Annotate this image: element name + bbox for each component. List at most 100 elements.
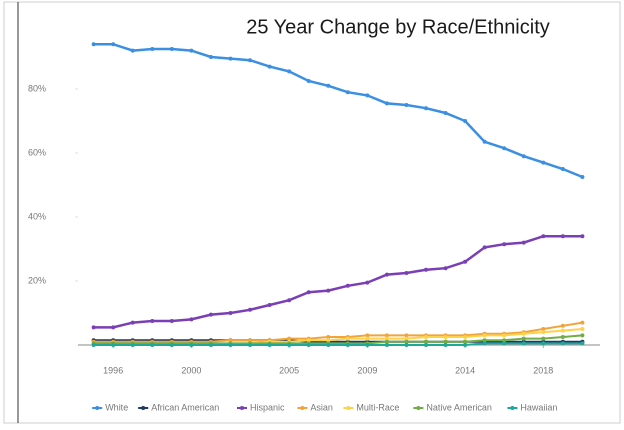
point — [365, 93, 370, 98]
series-line — [93, 339, 583, 343]
point — [345, 90, 350, 95]
point — [228, 338, 233, 343]
point — [541, 336, 546, 341]
point — [541, 160, 546, 165]
point — [521, 331, 526, 336]
point — [502, 146, 507, 151]
point — [463, 259, 468, 264]
point — [404, 103, 409, 107]
point — [443, 111, 448, 115]
frame — [3, 1, 621, 424]
legend-label: Asian — [310, 402, 333, 412]
point — [521, 336, 526, 341]
point — [384, 333, 389, 338]
point — [189, 343, 194, 347]
point — [267, 64, 272, 69]
series-line — [93, 321, 583, 343]
point — [482, 245, 487, 250]
point — [384, 336, 389, 341]
legend-marker — [416, 406, 421, 410]
point — [541, 341, 546, 346]
legend-marker — [141, 406, 146, 410]
point — [287, 343, 292, 347]
point — [502, 341, 507, 346]
y-tick-label: 60% — [28, 147, 46, 157]
point — [248, 58, 253, 63]
point — [228, 343, 233, 347]
point — [424, 106, 428, 111]
series-line — [93, 334, 583, 345]
point — [580, 327, 585, 331]
point — [248, 307, 253, 312]
x-tick-label: 1996 — [103, 365, 123, 375]
legend-marker — [300, 406, 305, 410]
point — [384, 272, 389, 277]
legend-label: Multi-Race — [356, 402, 399, 412]
point — [208, 343, 213, 347]
point — [482, 338, 487, 343]
point — [267, 343, 272, 347]
point — [580, 175, 585, 179]
point — [463, 343, 468, 347]
point — [521, 341, 526, 346]
y-tick-label: 20% — [28, 275, 46, 285]
series-line — [93, 42, 583, 179]
point — [560, 323, 565, 328]
point — [502, 333, 507, 338]
point — [130, 48, 135, 53]
legend-marker — [95, 406, 100, 410]
y-tick-label: 80% — [28, 83, 46, 93]
point — [384, 339, 389, 344]
point — [384, 343, 389, 347]
point — [306, 338, 311, 343]
legend-label: African American — [151, 402, 219, 412]
point — [424, 267, 428, 272]
point — [169, 343, 174, 347]
point — [443, 335, 448, 339]
point — [541, 234, 546, 239]
point — [404, 336, 409, 341]
point — [130, 343, 135, 347]
point — [228, 311, 233, 315]
point — [560, 328, 565, 333]
point — [502, 338, 507, 343]
point — [404, 339, 409, 344]
point — [169, 47, 174, 51]
point — [580, 234, 585, 239]
point — [91, 343, 96, 347]
point — [404, 333, 409, 338]
point — [365, 333, 370, 338]
point — [150, 47, 155, 51]
point — [91, 42, 96, 47]
x-tick-label: 2018 — [533, 365, 553, 375]
point — [521, 154, 526, 159]
point — [111, 343, 116, 347]
point — [111, 42, 116, 47]
point — [169, 319, 174, 323]
point — [482, 139, 487, 144]
point — [208, 312, 213, 317]
point — [248, 343, 253, 347]
point — [287, 69, 292, 74]
point — [580, 320, 585, 325]
point — [326, 335, 331, 339]
point — [287, 298, 292, 303]
point — [424, 339, 428, 344]
legend-marker — [510, 406, 515, 410]
point — [404, 271, 409, 275]
point — [404, 343, 409, 347]
point — [111, 325, 116, 330]
legend-marker — [346, 406, 351, 410]
legend-label: Hispanic — [250, 402, 285, 412]
point — [345, 343, 350, 347]
point — [560, 335, 565, 339]
point — [502, 242, 507, 247]
point — [91, 325, 96, 330]
point — [541, 330, 546, 335]
point — [541, 327, 546, 331]
point — [228, 56, 233, 61]
point — [580, 341, 585, 346]
point — [345, 283, 350, 288]
point — [424, 343, 428, 347]
point — [463, 119, 468, 123]
